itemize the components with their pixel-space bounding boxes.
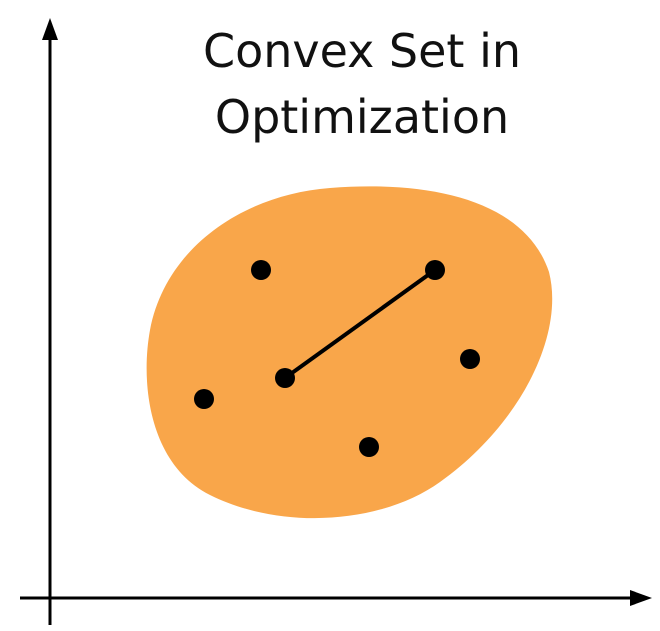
point (425, 260, 445, 280)
segment-line (283, 268, 437, 380)
point (460, 349, 480, 369)
convex-set-region (146, 186, 553, 519)
x-axis-arrow-icon (630, 590, 652, 606)
point (359, 437, 379, 457)
point (194, 389, 214, 409)
title-line-1: Convex Set in (203, 24, 521, 78)
point (251, 260, 271, 280)
point (275, 368, 295, 388)
y-axis-arrow-icon (42, 18, 58, 40)
title-line-2: Optimization (215, 90, 509, 144)
